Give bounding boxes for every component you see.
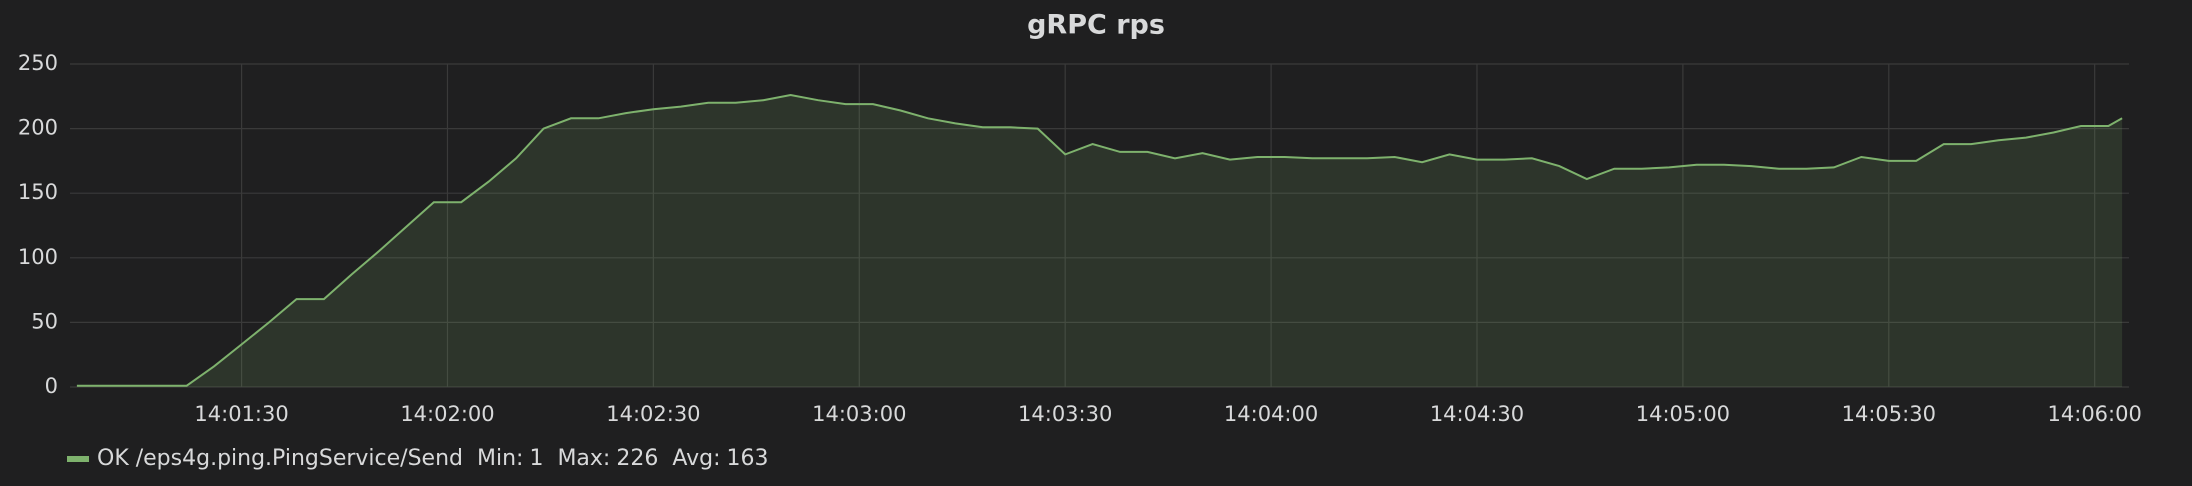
area bbox=[76, 95, 2123, 387]
y-tick-label: 200 bbox=[18, 116, 58, 140]
x-tick-label: 14:01:30 bbox=[194, 402, 288, 426]
y-tick-label: 150 bbox=[18, 180, 58, 204]
y-tick-label: 100 bbox=[18, 245, 58, 269]
y-tick-label: 0 bbox=[45, 374, 58, 398]
legend-label: OK /eps4g.ping.PingService/Send bbox=[97, 446, 463, 471]
legend-stat-value: 226 bbox=[616, 446, 658, 471]
x-tick-label: 14:05:30 bbox=[1842, 402, 1936, 426]
legend-swatch bbox=[67, 456, 89, 462]
x-tick-label: 14:02:00 bbox=[400, 402, 494, 426]
chart-title: gRPC rps bbox=[1027, 10, 1165, 41]
x-tick-label: 14:06:00 bbox=[2048, 402, 2142, 426]
legend-stat-label: Max: bbox=[557, 446, 610, 471]
legend-stat-label: Min: bbox=[477, 446, 523, 471]
legend-stat-label: Avg: bbox=[672, 446, 720, 471]
x-tick-label: 14:03:00 bbox=[812, 402, 906, 426]
legend-stat-value: 163 bbox=[727, 446, 769, 471]
x-tick-label: 14:05:00 bbox=[1636, 402, 1730, 426]
y-tick-label: 50 bbox=[31, 309, 58, 333]
line bbox=[76, 93, 2123, 387]
x-tick-label: 14:04:00 bbox=[1224, 402, 1318, 426]
x-tick-label: 14:04:30 bbox=[1430, 402, 1524, 426]
legend-stat-value: 1 bbox=[529, 446, 543, 471]
y-tick-label: 250 bbox=[18, 51, 58, 75]
x-tick-label: 14:02:30 bbox=[606, 402, 700, 426]
x-tick-label: 14:03:30 bbox=[1018, 402, 1112, 426]
